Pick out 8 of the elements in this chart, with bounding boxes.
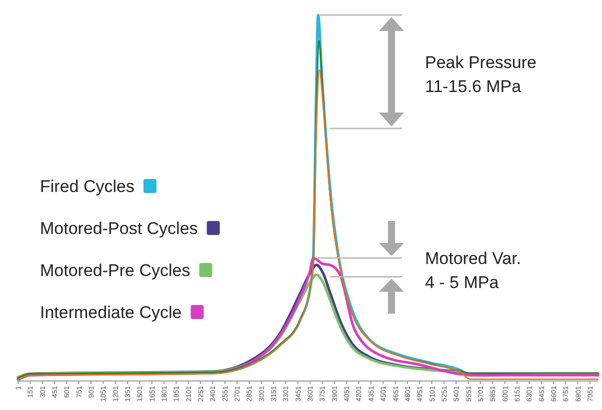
annotation: 4 - 5 MPa <box>425 273 500 292</box>
legend-label: Fired Cycles <box>40 177 134 196</box>
legend-label: Intermediate Cycle <box>40 303 182 322</box>
annotation: 11-15.6 MPa <box>425 77 522 96</box>
annotation: Motored Var. <box>425 249 522 268</box>
annotation: Peak Pressure <box>425 53 536 72</box>
legend-label: Motored-Pre Cycles <box>40 261 190 280</box>
legend-label: Motored-Post Cycles <box>40 219 198 238</box>
